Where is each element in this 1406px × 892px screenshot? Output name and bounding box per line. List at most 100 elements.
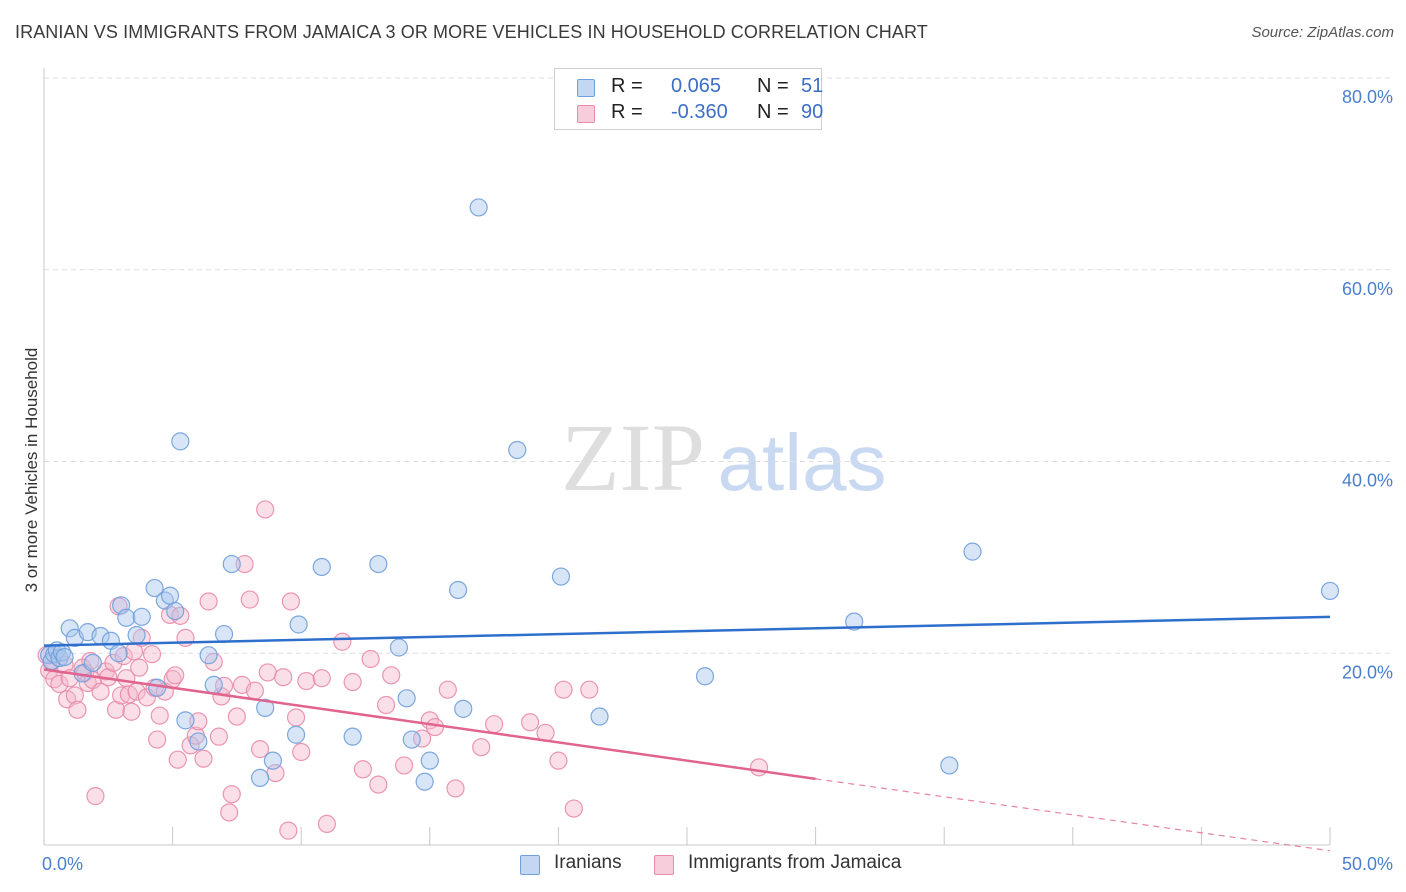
y-tick-label: 80.0% (1342, 87, 1393, 107)
data-point-iranians (312, 557, 331, 577)
data-point-jamaica (227, 707, 246, 726)
data-point-iranians (551, 567, 571, 586)
data-point-iranians (402, 730, 421, 749)
data-point-jamaica (168, 750, 187, 769)
legend-swatch-jamaica (654, 855, 674, 875)
data-point-jamaica (580, 680, 599, 699)
legend-n-label: N = (757, 101, 789, 123)
data-point-iranians (148, 678, 167, 697)
data-point-jamaica (361, 649, 380, 669)
data-point-iranians (199, 646, 218, 665)
data-point-jamaica (222, 785, 241, 804)
data-point-jamaica (394, 756, 414, 775)
data-point-jamaica (376, 695, 396, 715)
series-iranians-points (40, 198, 1340, 791)
legend-n-value: 51 (801, 75, 824, 97)
data-point-jamaica (369, 775, 388, 794)
watermark-atlas: atlas (718, 418, 887, 507)
data-point-iranians (83, 653, 102, 672)
data-point-jamaica (91, 682, 110, 701)
data-point-iranians (256, 698, 275, 717)
data-point-iranians (369, 554, 388, 574)
data-point-iranians (1320, 581, 1340, 601)
data-point-jamaica (472, 738, 491, 757)
data-point-jamaica (286, 708, 306, 727)
data-point-jamaica (554, 680, 573, 699)
chart-source: Source: ZipAtlas.com (1251, 24, 1394, 41)
data-point-jamaica (194, 749, 213, 768)
legend-label-jamaica: Immigrants from Jamaica (688, 852, 902, 873)
data-point-iranians (289, 615, 308, 634)
data-point-iranians (590, 707, 609, 726)
x-tick-label: 50.0% (1342, 854, 1393, 874)
watermark: ZIP atlas (561, 404, 886, 511)
legend-swatch-jamaica (577, 105, 595, 123)
trend-line-iranians (43, 615, 1331, 647)
x-tick-labels: 0.0% 50.0% (42, 854, 1393, 874)
data-point-jamaica (86, 787, 105, 806)
data-point-iranians (286, 725, 306, 744)
data-point-jamaica (240, 590, 259, 609)
legend-swatch-iranians (577, 79, 595, 97)
data-point-jamaica (382, 666, 401, 685)
data-point-iranians (171, 432, 190, 451)
chart-title: IRANIAN VS IMMIGRANTS FROM JAMAICA 3 OR … (15, 22, 928, 42)
data-point-jamaica (312, 669, 331, 688)
legend-n-label: N = (757, 75, 789, 97)
y-axis-label: 3 or more Vehicles in Household (22, 347, 41, 593)
data-point-jamaica (485, 715, 504, 734)
data-point-iranians (508, 440, 527, 460)
data-point-jamaica (104, 653, 123, 672)
data-point-iranians (160, 586, 180, 605)
data-point-iranians (343, 727, 362, 746)
data-point-jamaica (258, 663, 277, 682)
data-point-iranians (397, 689, 416, 708)
data-point-iranians (454, 699, 473, 718)
legend-label-iranians: Iranians (554, 852, 622, 873)
data-point-jamaica (68, 700, 87, 719)
data-point-iranians (117, 608, 136, 627)
data-point-jamaica (279, 821, 298, 840)
data-point-jamaica (274, 668, 293, 687)
data-point-jamaica (281, 592, 301, 611)
data-point-iranians (52, 643, 72, 662)
y-tick-label: 60.0% (1342, 279, 1393, 299)
trend-lines (43, 615, 1331, 852)
data-point-jamaica (438, 680, 457, 699)
data-point-iranians (189, 732, 208, 751)
y-tick-label: 20.0% (1342, 662, 1393, 682)
data-point-iranians (448, 580, 468, 600)
data-point-jamaica (130, 658, 149, 677)
data-point-jamaica (220, 803, 239, 822)
data-point-jamaica (256, 500, 275, 519)
data-point-iranians (845, 612, 864, 631)
legend-r-label: R = (611, 101, 643, 123)
data-point-iranians (176, 711, 195, 730)
data-point-iranians (222, 554, 241, 574)
legend-r-value: 0.065 (671, 75, 722, 97)
data-point-iranians (963, 542, 982, 561)
series-legend: Iranians Immigrants from Jamaica (0, 852, 1406, 878)
data-point-jamaica (564, 799, 583, 818)
y-tick-labels: 20.0% 40.0% 60.0% 80.0% (1342, 87, 1393, 682)
data-point-jamaica (166, 666, 185, 685)
x-tick-label: 0.0% (42, 854, 83, 874)
axes (43, 68, 1331, 846)
trend-line-jamaica-extension (815, 778, 1331, 852)
data-point-iranians (55, 647, 74, 667)
data-point-jamaica (50, 674, 69, 694)
data-point-jamaica (749, 758, 769, 777)
data-point-iranians (250, 768, 270, 787)
data-point-jamaica (142, 645, 162, 664)
data-point-jamaica (333, 632, 352, 651)
data-point-jamaica (122, 702, 141, 721)
data-point-jamaica (176, 628, 195, 648)
legend-n-value: 90 (801, 101, 824, 123)
data-point-jamaica (78, 673, 97, 693)
data-point-iranians (263, 751, 283, 770)
data-point-jamaica (106, 700, 126, 719)
data-point-iranians (109, 644, 128, 663)
data-point-iranians (389, 638, 409, 657)
data-point-jamaica (148, 730, 167, 749)
